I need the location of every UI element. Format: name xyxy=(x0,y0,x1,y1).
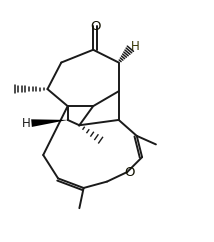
Text: H: H xyxy=(22,117,31,130)
Text: O: O xyxy=(90,20,101,33)
Text: O: O xyxy=(124,166,135,179)
Polygon shape xyxy=(31,119,68,127)
Text: H: H xyxy=(131,40,140,53)
